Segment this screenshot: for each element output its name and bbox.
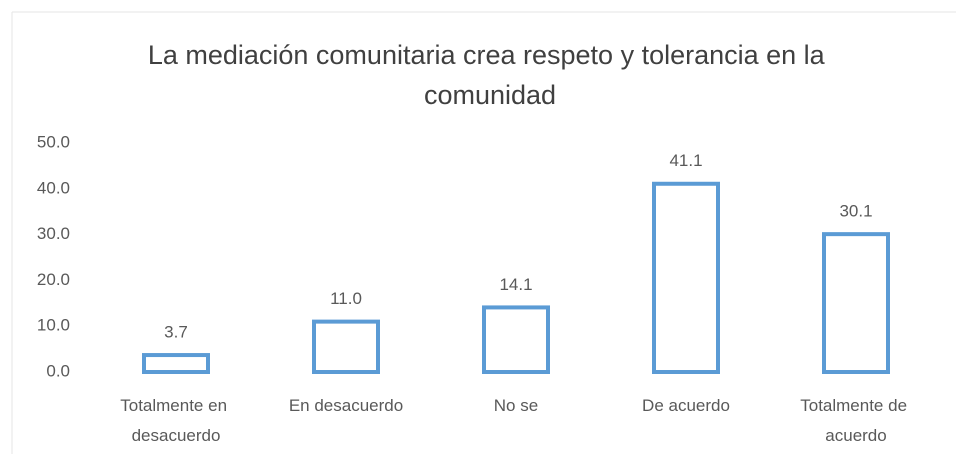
data-label: 30.1	[839, 202, 872, 221]
y-tick-label: 10.0	[37, 316, 70, 335]
y-tick-label: 50.0	[37, 132, 70, 151]
y-tick-label: 20.0	[37, 270, 70, 289]
bar	[312, 319, 380, 374]
y-tick-label: 40.0	[37, 178, 70, 197]
y-tick-label: 30.0	[37, 224, 70, 243]
x-tick-label: En desacuerdo	[289, 396, 403, 415]
data-label: 11.0	[330, 289, 362, 308]
chart-title: La mediación comunitaria crea respeto y …	[148, 40, 832, 110]
data-label: 3.7	[164, 323, 188, 342]
bar	[482, 305, 550, 374]
x-tick-label: Totalmente de acuerdo	[800, 396, 912, 445]
data-label: 14.1	[499, 275, 532, 294]
x-tick-label: No se	[494, 396, 538, 415]
bar	[142, 353, 210, 374]
bar	[652, 181, 720, 374]
bar	[822, 232, 890, 374]
y-tick-label: 0.0	[46, 361, 70, 380]
data-label: 41.1	[669, 151, 702, 170]
x-tick-label: Totalmente en desacuerdo	[120, 396, 232, 445]
x-tick-label: De acuerdo	[642, 396, 730, 415]
